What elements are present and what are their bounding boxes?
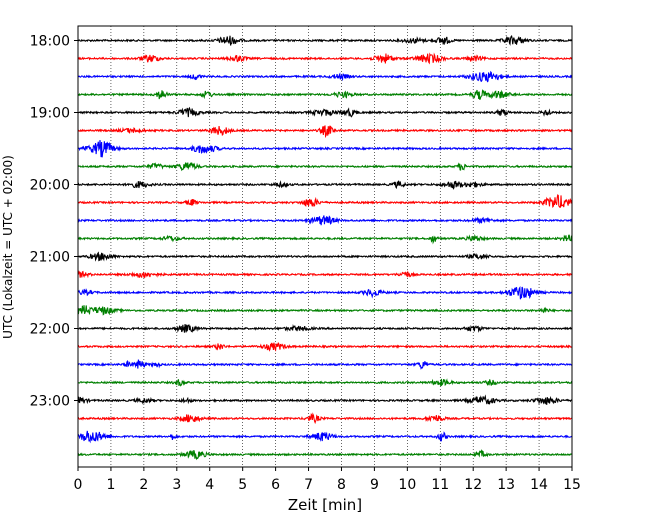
trace-line (77, 89, 573, 100)
trace-line (77, 106, 573, 118)
x-tick-label: 13 (497, 477, 515, 493)
x-tick-label: 2 (139, 477, 148, 493)
trace-line (77, 359, 573, 370)
x-tick-label: 0 (74, 477, 83, 493)
trace-line (77, 448, 573, 461)
trace-line (77, 70, 573, 83)
trace-line (77, 270, 573, 279)
trace-line (77, 162, 573, 172)
x-tick-label: 8 (337, 477, 346, 493)
y-tick-label: 18:00 (30, 34, 70, 50)
x-tick-label: 15 (563, 477, 581, 493)
y-tick-label: 20:00 (30, 178, 70, 194)
trace-series (77, 35, 573, 461)
trace-line (78, 341, 573, 352)
y-axis: 18:00 19:00 20:00 21:00 22:00 23:00 (30, 34, 78, 410)
trace-line (77, 394, 573, 406)
trace-line (77, 286, 573, 300)
trace-line (77, 412, 573, 425)
plot-frame (77, 25, 573, 468)
trace-line (77, 251, 573, 262)
x-axis: 0 1 2 3 4 5 6 7 8 9 10 11 12 13 14 15 (74, 467, 581, 493)
y-tick-label: 21:00 (30, 250, 70, 266)
x-tick-label: 12 (464, 477, 482, 493)
trace-line (77, 140, 573, 158)
trace-line (77, 430, 573, 444)
y-axis-label: UTC (Lokalzeit = UTC + 02:00) (1, 155, 15, 339)
y-tick-label: 19:00 (30, 106, 70, 122)
trace-line (77, 180, 573, 190)
y-tick-label: 23:00 (30, 394, 70, 410)
x-tick-label: 11 (431, 477, 449, 493)
trace-line (77, 378, 573, 387)
x-tick-label: 5 (238, 477, 247, 493)
x-tick-label: 4 (205, 477, 214, 493)
trace-line (77, 125, 573, 139)
trace-line (77, 194, 573, 209)
trace-line (77, 305, 573, 316)
x-axis-label: Zeit [min] (288, 496, 362, 514)
trace-line (77, 233, 573, 245)
x-tick-label: 7 (304, 477, 313, 493)
trace-line (77, 52, 573, 65)
trace-line (77, 35, 573, 46)
trace-line (77, 324, 573, 333)
x-tick-label: 14 (530, 477, 548, 493)
y-tick-label: 22:00 (30, 322, 70, 338)
x-tick-label: 10 (398, 477, 416, 493)
x-tick-label: 6 (271, 477, 280, 493)
x-tick-label: 3 (172, 477, 181, 493)
x-tick-label: 9 (370, 477, 379, 493)
trace-line (77, 215, 573, 226)
x-tick-label: 1 (106, 477, 115, 493)
